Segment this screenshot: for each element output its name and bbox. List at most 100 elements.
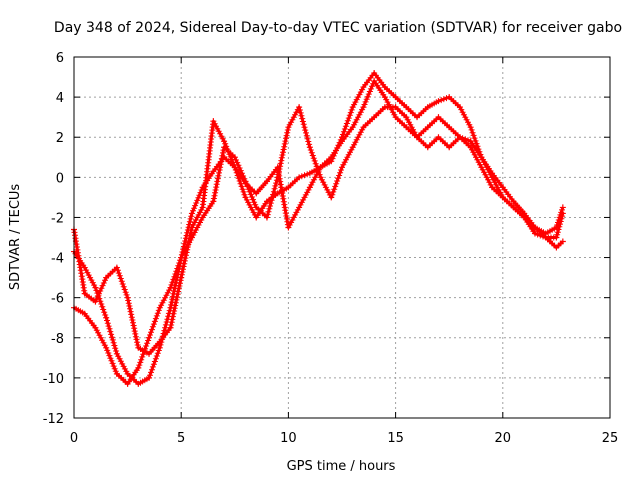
sample-markers bbox=[104, 347, 119, 375]
sample-markers bbox=[104, 317, 120, 354]
sample-markers bbox=[178, 227, 195, 278]
sample-markers bbox=[254, 200, 269, 219]
sample-markers bbox=[351, 86, 366, 108]
sample-markers bbox=[147, 307, 162, 338]
sample-markers bbox=[362, 72, 376, 88]
x-tick-label: 5 bbox=[177, 431, 185, 446]
sample-markers bbox=[394, 116, 408, 129]
sample-markers bbox=[296, 107, 313, 148]
sample-markers bbox=[545, 234, 557, 241]
sample-markers bbox=[512, 206, 526, 219]
sample-markers bbox=[232, 167, 248, 198]
sample-markers bbox=[416, 136, 429, 149]
sample-markers bbox=[298, 171, 311, 180]
sample-markers bbox=[490, 172, 504, 188]
sample-markers bbox=[168, 257, 184, 288]
sample-markers bbox=[73, 305, 86, 316]
sample-markers bbox=[437, 136, 451, 149]
sample-markers bbox=[437, 116, 451, 129]
sample-markers bbox=[309, 165, 322, 176]
sample-markers bbox=[190, 187, 205, 214]
y-tick-label: 2 bbox=[56, 131, 64, 146]
sample-markers bbox=[458, 106, 473, 128]
x-tick-label: 15 bbox=[387, 431, 404, 446]
sample-markers bbox=[116, 372, 129, 385]
sample-markers bbox=[340, 126, 354, 142]
sample-markers bbox=[426, 136, 440, 149]
sample-markers bbox=[286, 206, 301, 228]
sample-markers bbox=[554, 213, 566, 238]
sample-markers bbox=[340, 106, 355, 138]
sample-markers bbox=[190, 217, 205, 238]
sample-markers bbox=[340, 146, 355, 168]
sample-markers bbox=[137, 376, 150, 386]
sample-markers bbox=[438, 95, 450, 104]
sample-markers bbox=[147, 347, 162, 379]
sample-markers bbox=[544, 225, 558, 236]
sample-markers bbox=[416, 106, 429, 119]
sample-markers bbox=[501, 186, 515, 203]
sample-markers bbox=[83, 292, 97, 304]
sample-markers bbox=[210, 147, 227, 202]
sample-markers bbox=[329, 136, 344, 162]
sample-markers bbox=[394, 106, 408, 119]
sample-markers bbox=[501, 196, 515, 209]
data-point bbox=[274, 174, 281, 181]
sample-markers bbox=[448, 96, 461, 109]
data-point bbox=[242, 178, 249, 185]
sample-markers bbox=[490, 176, 505, 198]
sample-markers bbox=[115, 353, 130, 375]
y-tick-label: -4 bbox=[51, 252, 64, 267]
sample-markers bbox=[83, 267, 98, 289]
data-point bbox=[349, 104, 356, 111]
sample-markers bbox=[372, 72, 387, 88]
data-point bbox=[103, 344, 110, 351]
x-tick-label: 10 bbox=[280, 431, 297, 446]
sample-markers bbox=[469, 146, 483, 168]
x-tick-label: 0 bbox=[70, 431, 78, 446]
sample-markers bbox=[405, 106, 418, 119]
sample-markers bbox=[158, 327, 172, 343]
data-point bbox=[231, 164, 238, 171]
sample-markers bbox=[479, 166, 494, 188]
sample-markers bbox=[522, 216, 537, 235]
plot-border bbox=[73, 56, 611, 419]
data-point bbox=[156, 344, 163, 351]
sample-markers bbox=[222, 140, 237, 168]
y-tick-label: -10 bbox=[43, 372, 64, 387]
sample-markers bbox=[125, 297, 141, 348]
sample-markers bbox=[351, 126, 366, 148]
series-trace bbox=[72, 71, 565, 356]
sample-markers bbox=[512, 200, 526, 215]
data-point bbox=[339, 134, 345, 141]
sample-markers bbox=[544, 236, 558, 249]
sample-markers bbox=[448, 136, 461, 149]
data-point bbox=[178, 274, 185, 281]
x-tick-label: 25 bbox=[602, 431, 619, 446]
sample-markers bbox=[426, 116, 440, 129]
sample-markers bbox=[459, 135, 471, 144]
sample-markers bbox=[534, 225, 547, 236]
data-point bbox=[306, 144, 313, 151]
sample-markers bbox=[105, 266, 118, 279]
data-point bbox=[103, 314, 110, 321]
sample-markers bbox=[373, 106, 386, 119]
sample-markers bbox=[265, 166, 279, 182]
y-tick-label: -6 bbox=[51, 292, 64, 307]
y-tick-label: -2 bbox=[51, 211, 64, 226]
sample-markers bbox=[394, 96, 408, 109]
sample-markers bbox=[426, 99, 440, 109]
sample-markers bbox=[168, 277, 184, 328]
sample-markers bbox=[297, 186, 312, 208]
sample-markers bbox=[468, 126, 484, 158]
sample-markers bbox=[555, 240, 564, 249]
data-point bbox=[339, 164, 345, 171]
x-axis-label: GPS time / hours bbox=[287, 459, 396, 474]
data-marks bbox=[71, 70, 566, 387]
sample-markers bbox=[266, 192, 279, 203]
y-tick-label: -8 bbox=[51, 332, 64, 347]
sample-markers bbox=[158, 287, 173, 309]
data-point bbox=[242, 194, 249, 201]
axis-ticks: 0 5 10 15 20 25 -12 -10 -8 -6 -4 -2 0 2 4 6 bbox=[43, 51, 619, 446]
sample-markers bbox=[211, 120, 226, 142]
